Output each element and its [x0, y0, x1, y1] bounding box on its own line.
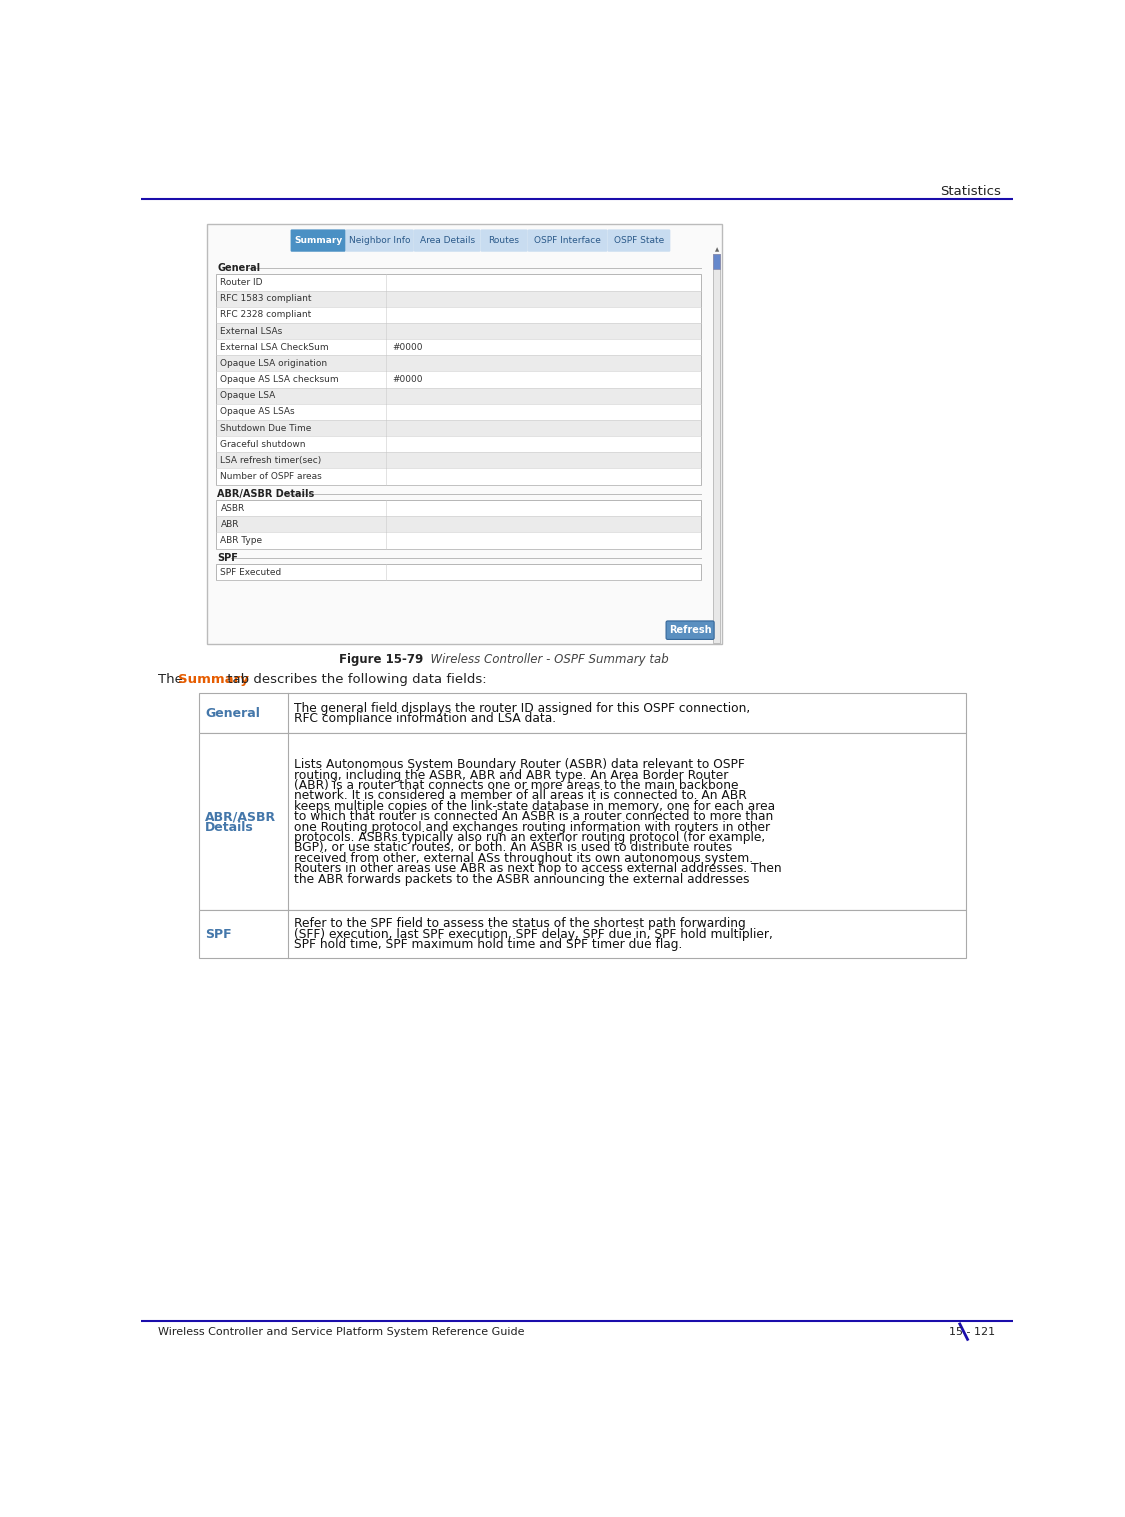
FancyBboxPatch shape	[528, 229, 608, 252]
Bar	[216, 323, 701, 340]
Text: Refresh: Refresh	[668, 625, 711, 636]
Bar	[216, 437, 701, 452]
Text: ABR: ABR	[220, 520, 238, 529]
Bar	[216, 355, 701, 372]
FancyBboxPatch shape	[480, 229, 528, 252]
Text: (ABR) is a router that connects one or more areas to the main backbone: (ABR) is a router that connects one or m…	[294, 780, 739, 792]
Text: SPF: SPF	[217, 552, 238, 563]
Text: SPF: SPF	[205, 928, 232, 941]
Text: Area Details: Area Details	[420, 237, 475, 246]
FancyBboxPatch shape	[666, 620, 714, 640]
Bar	[216, 564, 701, 579]
Text: Router ID: Router ID	[220, 278, 263, 287]
Text: OSPF Interface: OSPF Interface	[534, 237, 601, 246]
Text: OSPF State: OSPF State	[614, 237, 664, 246]
Text: #0000: #0000	[393, 375, 423, 384]
Bar	[216, 372, 701, 388]
Text: General: General	[217, 264, 261, 273]
Text: The: The	[158, 674, 187, 686]
Bar	[216, 404, 701, 420]
Bar	[216, 388, 701, 404]
Bar	[216, 306, 701, 323]
Text: External LSAs: External LSAs	[220, 326, 282, 335]
FancyBboxPatch shape	[290, 229, 345, 252]
Text: ABR Type: ABR Type	[220, 536, 262, 545]
Text: received from other, external ASs throughout its own autonomous system.: received from other, external ASs throug…	[294, 851, 754, 865]
Text: Routers in other areas use ABR as next hop to access external addresses. Then: Routers in other areas use ABR as next h…	[294, 862, 782, 875]
Text: ▲: ▲	[714, 247, 719, 252]
Text: Statistics: Statistics	[940, 185, 1001, 197]
Text: Shutdown Due Time: Shutdown Due Time	[220, 423, 312, 432]
FancyBboxPatch shape	[345, 229, 414, 252]
Text: Graceful shutdown: Graceful shutdown	[220, 440, 306, 449]
Text: Number of OSPF areas: Number of OSPF areas	[220, 472, 322, 481]
Text: Summary: Summary	[294, 237, 342, 246]
Text: BGP), or use static routes, or both. An ASBR is used to distribute routes: BGP), or use static routes, or both. An …	[294, 842, 732, 854]
Text: Wireless Controller - OSPF Summary tab: Wireless Controller - OSPF Summary tab	[423, 652, 668, 666]
Text: keeps multiple copies of the link-state database in memory, one for each area: keeps multiple copies of the link-state …	[294, 799, 775, 813]
Text: Opaque AS LSA checksum: Opaque AS LSA checksum	[220, 375, 339, 384]
Text: routing, including the ASBR, ABR and ABR type. An Area Border Router: routing, including the ASBR, ABR and ABR…	[294, 769, 729, 781]
Text: LSA refresh timer(sec): LSA refresh timer(sec)	[220, 457, 322, 464]
Bar	[216, 564, 701, 579]
Bar	[713, 253, 720, 269]
Bar	[199, 910, 966, 959]
Bar	[199, 733, 966, 910]
Text: ABR/ASBR Details: ABR/ASBR Details	[217, 488, 315, 499]
Bar	[216, 469, 701, 484]
FancyBboxPatch shape	[608, 229, 670, 252]
Text: Opaque LSA: Opaque LSA	[220, 391, 276, 400]
Text: External LSA CheckSum: External LSA CheckSum	[220, 343, 330, 352]
Bar	[199, 910, 966, 959]
Text: General: General	[205, 707, 260, 721]
Text: one Routing protocol and exchanges routing information with routers in other: one Routing protocol and exchanges routi…	[294, 821, 771, 834]
Text: ABR/ASBR: ABR/ASBR	[205, 810, 276, 824]
Text: Lists Autonomous System Boundary Router (ASBR) data relevant to OSPF: Lists Autonomous System Boundary Router …	[294, 758, 745, 771]
Text: network. It is considered a member of all areas it is connected to. An ABR: network. It is considered a member of al…	[294, 789, 747, 802]
Bar	[713, 253, 720, 643]
Text: Wireless Controller and Service Platform System Reference Guide: Wireless Controller and Service Platform…	[158, 1327, 524, 1336]
Text: Opaque AS LSAs: Opaque AS LSAs	[220, 408, 295, 416]
Bar	[216, 532, 701, 549]
Bar	[216, 340, 701, 355]
Text: Details: Details	[205, 821, 254, 834]
Text: RFC compliance information and LSA data.: RFC compliance information and LSA data.	[294, 711, 556, 725]
Bar	[216, 275, 701, 484]
Text: protocols. ASBRs typically also run an exterior routing protocol (for example,: protocols. ASBRs typically also run an e…	[294, 831, 765, 843]
Text: Neighbor Info: Neighbor Info	[349, 237, 411, 246]
Text: Figure 15-79: Figure 15-79	[339, 652, 423, 666]
Bar	[216, 420, 701, 437]
Text: SPF Executed: SPF Executed	[220, 567, 281, 576]
Text: Refer to the SPF field to assess the status of the shortest path forwarding: Refer to the SPF field to assess the sta…	[294, 918, 746, 930]
Bar	[199, 693, 966, 733]
Bar	[199, 693, 966, 733]
Text: Opaque LSA origination: Opaque LSA origination	[220, 360, 327, 369]
Text: 15 - 121: 15 - 121	[950, 1327, 996, 1336]
Bar	[216, 291, 701, 306]
Text: #0000: #0000	[393, 343, 423, 352]
Bar	[216, 275, 701, 291]
Text: RFC 1583 compliant: RFC 1583 compliant	[220, 294, 312, 303]
Text: SPF hold time, SPF maximum hold time and SPF timer due flag.: SPF hold time, SPF maximum hold time and…	[294, 938, 683, 951]
Text: RFC 2328 compliant: RFC 2328 compliant	[220, 311, 312, 320]
Bar	[216, 452, 701, 469]
Bar	[216, 501, 701, 549]
Text: Summary: Summary	[178, 674, 249, 686]
Bar	[216, 516, 701, 532]
Bar	[207, 225, 722, 645]
Text: The general field displays the router ID assigned for this OSPF connection,: The general field displays the router ID…	[294, 702, 750, 715]
Bar	[199, 733, 966, 910]
Text: ASBR: ASBR	[220, 504, 245, 513]
Text: Routes: Routes	[488, 237, 520, 246]
Text: (SFF) execution, last SPF execution, SPF delay, SPF due in, SPF hold multiplier,: (SFF) execution, last SPF execution, SPF…	[294, 928, 773, 941]
FancyBboxPatch shape	[414, 229, 480, 252]
Text: the ABR forwards packets to the ASBR announcing the external addresses: the ABR forwards packets to the ASBR ann…	[294, 872, 749, 886]
Bar	[216, 501, 701, 516]
Text: tab describes the following data fields:: tab describes the following data fields:	[223, 674, 486, 686]
Text: to which that router is connected An ASBR is a router connected to more than: to which that router is connected An ASB…	[294, 810, 773, 824]
